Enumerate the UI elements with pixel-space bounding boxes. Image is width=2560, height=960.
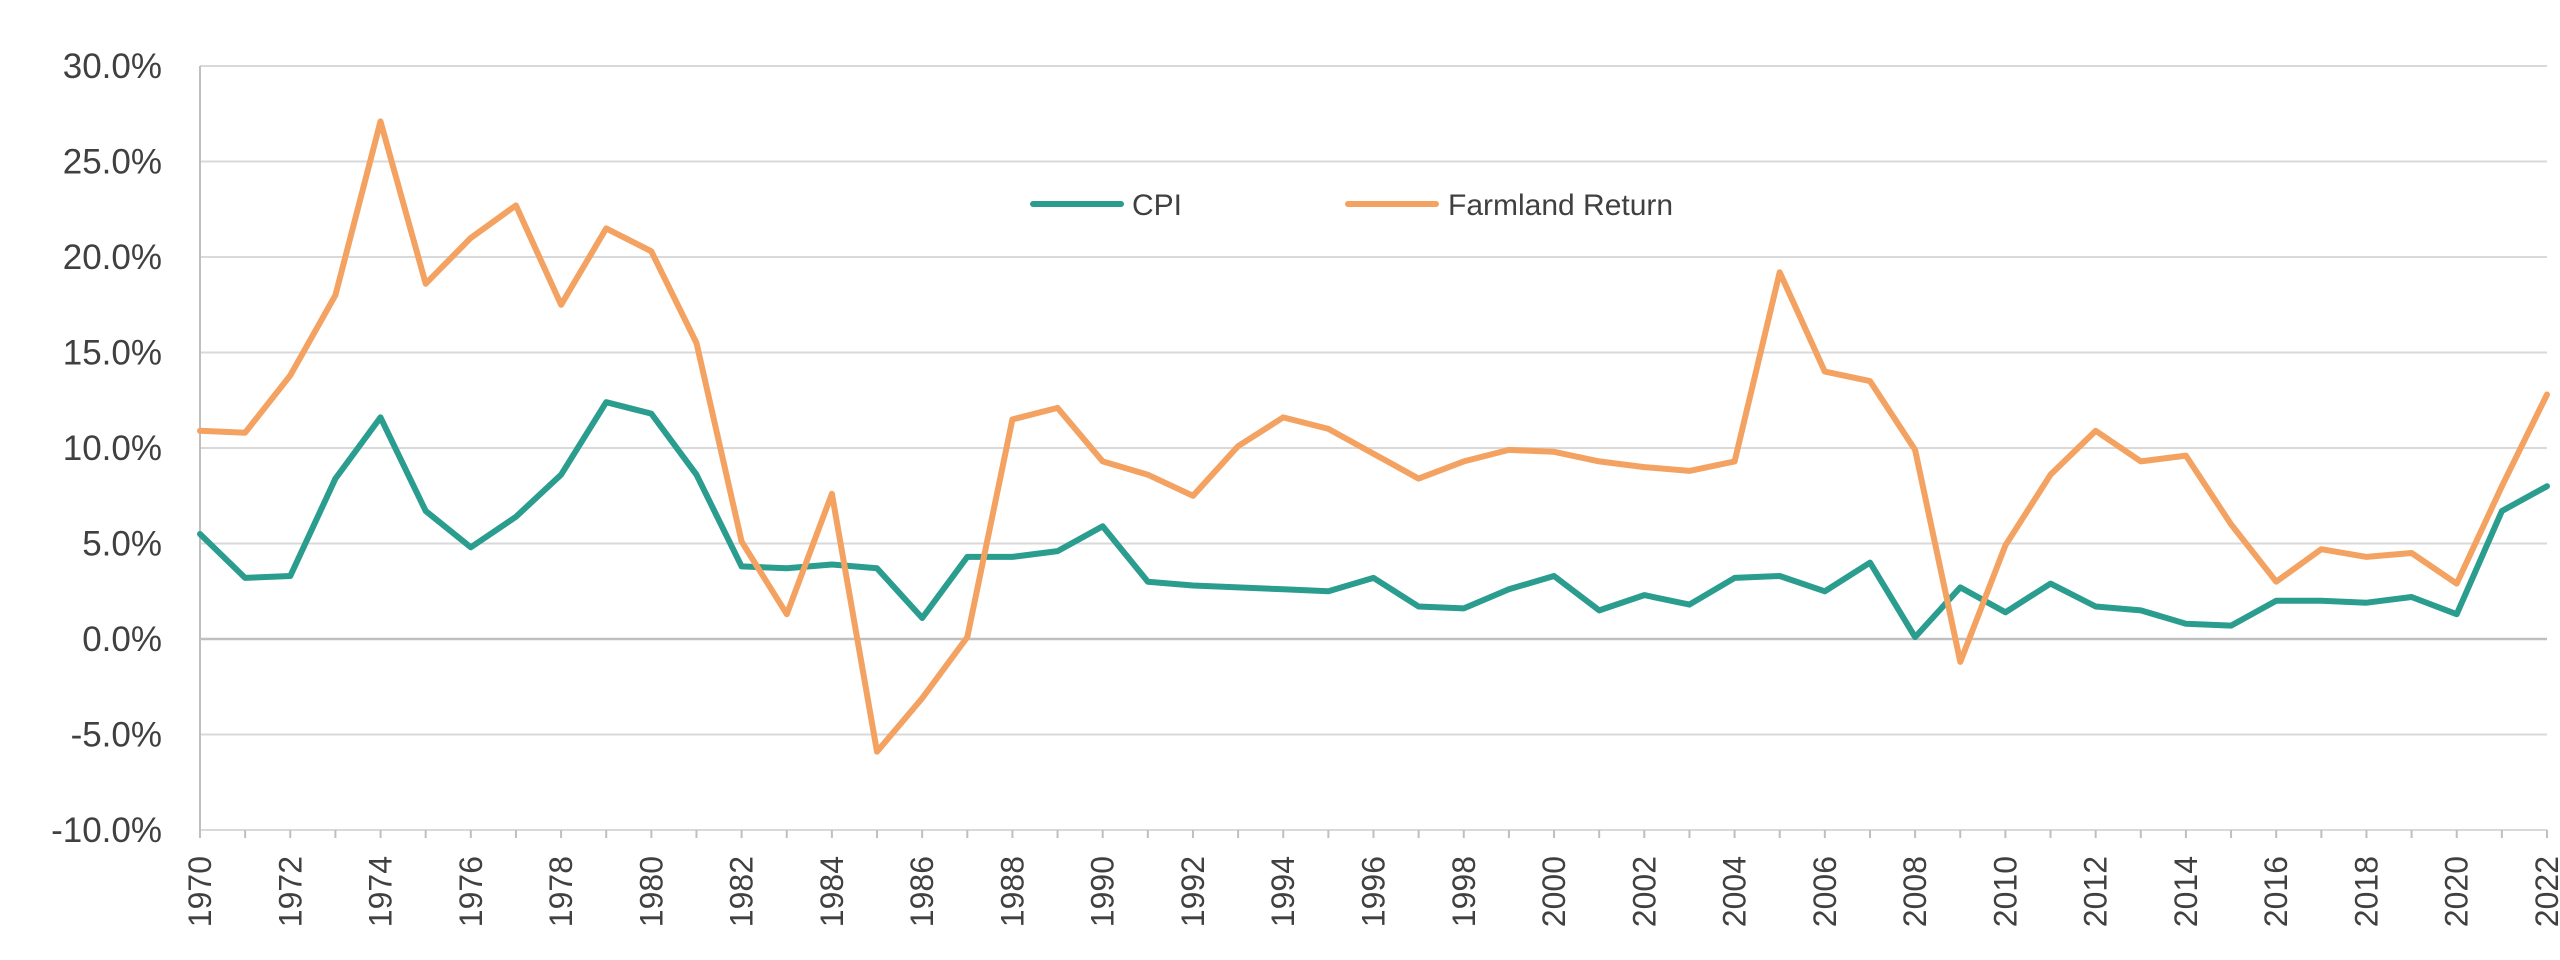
series-lines (197, 118, 2550, 755)
x-tick-label: 1996 (1356, 856, 1392, 927)
x-tick-label: 1998 (1446, 856, 1482, 927)
legend: CPI Farmland Return (1030, 189, 1673, 222)
x-tick-label: 1988 (994, 856, 1030, 927)
x-tick-label: 1974 (363, 856, 399, 927)
x-tick-label: 1990 (1085, 856, 1121, 927)
y-tick-label: 5.0% (82, 525, 162, 564)
x-tick-label: 2010 (1987, 856, 2023, 927)
y-tick-label: 15.0% (63, 334, 162, 373)
x-tick-label: 2002 (1626, 856, 1662, 927)
y-tick-label: -10.0% (51, 811, 162, 850)
x-tick-label: 1982 (724, 856, 760, 927)
axes: -10.0% -5.0% 0.0% 5.0% 10.0% 15.0% 20.0% 25.0% 3… (51, 47, 2560, 927)
x-tick-label: 1978 (543, 856, 579, 927)
y-tick-label: 10.0% (63, 429, 162, 468)
x-tick-label: 2004 (1717, 856, 1753, 927)
legend-label: CPI (1132, 189, 1182, 222)
x-tick-label: 2006 (1807, 856, 1843, 927)
y-tick-label: 0.0% (82, 620, 162, 659)
x-tick-label: 2008 (1897, 856, 1933, 927)
x-tick-label: 2016 (2258, 856, 2294, 927)
y-tick-label: -5.0% (71, 716, 162, 755)
series-line-farmland-return (197, 118, 2550, 755)
x-tick-label: 1992 (1175, 856, 1211, 927)
x-tick-label: 1970 (182, 856, 218, 927)
x-tick-label: 1976 (453, 856, 489, 927)
x-tick-label: 1972 (272, 856, 308, 927)
gridlines (200, 65, 2547, 831)
x-tick-label: 2012 (2078, 856, 2114, 927)
x-tick-label: 1980 (633, 856, 669, 927)
x-tick-label: 1994 (1265, 856, 1301, 927)
series-line-cpi (197, 399, 2550, 641)
x-tick-label: 2014 (2168, 856, 2204, 927)
x-tick-label: 1984 (814, 856, 850, 927)
x-tick-label: 2000 (1536, 856, 1572, 927)
x-tick-label: 1986 (904, 856, 940, 927)
legend-label: Farmland Return (1448, 189, 1673, 222)
x-tick-label: 2022 (2529, 856, 2560, 927)
x-tick-label: 2020 (2439, 856, 2475, 927)
y-tick-label: 20.0% (63, 238, 162, 277)
y-tick-label: 25.0% (63, 143, 162, 182)
y-tick-label: 30.0% (63, 47, 162, 86)
x-tick-label: 2018 (2348, 856, 2384, 927)
